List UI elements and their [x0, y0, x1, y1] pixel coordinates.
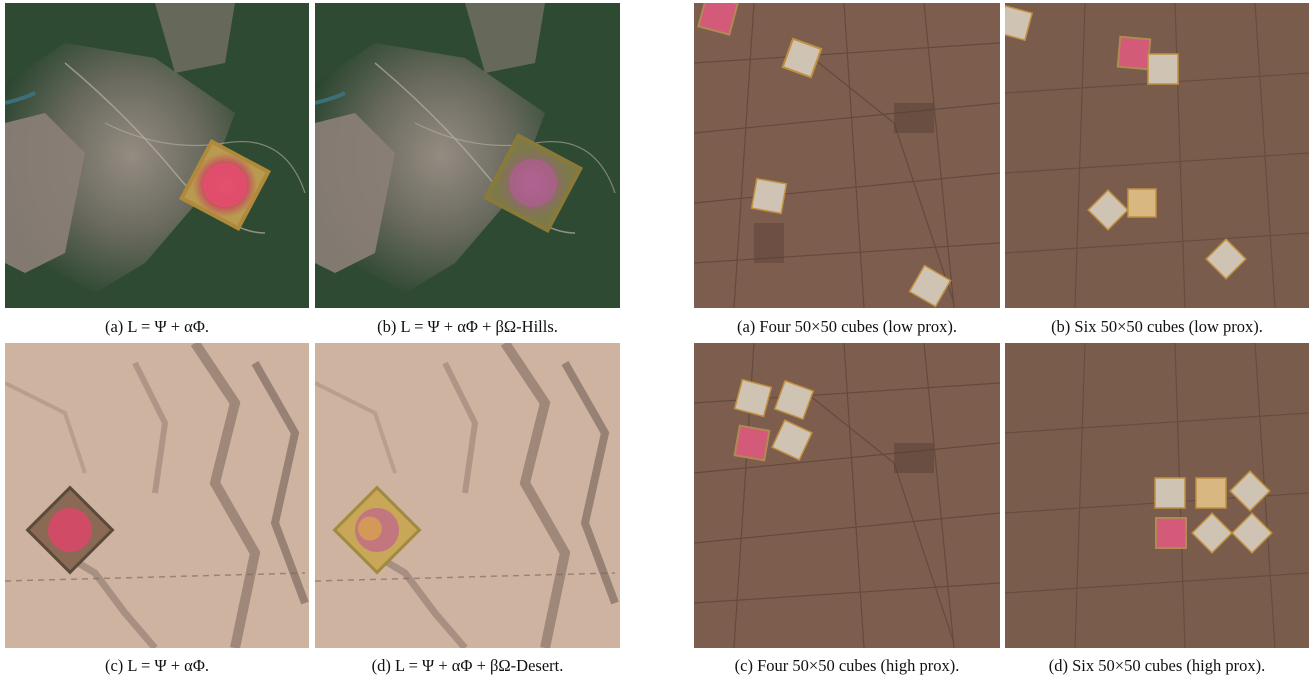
- adversarial-patch: [25, 485, 115, 575]
- adversarial-patch: [332, 485, 422, 575]
- caption-right-c: (c) Four 50×50 cubes (high prox).: [734, 656, 960, 675]
- caption-right-d: (d) Six 50×50 cubes (high prox).: [1048, 656, 1266, 675]
- cube: [750, 177, 788, 215]
- panel-farmland-six-low: [1005, 3, 1309, 308]
- satellite-image-farmland: [1005, 343, 1309, 648]
- cube: [773, 379, 815, 421]
- cube: [1191, 512, 1233, 554]
- panel-desert-d: [315, 343, 620, 648]
- cube: [1154, 477, 1186, 509]
- caption-left-d: (d) L = Ψ + αΦ + βΩ-Desert.: [371, 656, 564, 675]
- panel-farmland-four-high: [694, 343, 1000, 648]
- adversarial-patch: [482, 132, 584, 234]
- satellite-image-farmland: [694, 343, 1000, 648]
- cube: [733, 424, 771, 462]
- panel-farmland-four-low: [694, 3, 1000, 308]
- cube: [1147, 53, 1179, 85]
- panel-hills-a: [5, 3, 309, 308]
- cube: [781, 37, 823, 79]
- adversarial-patch: [179, 139, 271, 231]
- caption-left-b: (b) L = Ψ + αΦ + βΩ-Hills.: [377, 317, 558, 336]
- caption-left-c: (c) L = Ψ + αΦ.: [104, 656, 210, 675]
- cube: [733, 378, 773, 418]
- panel-farmland-six-high: [1005, 343, 1309, 648]
- satellite-image-farmland: [694, 3, 1000, 308]
- cube: [1155, 517, 1187, 549]
- panel-desert-c: [5, 343, 309, 648]
- cube: [1127, 188, 1157, 218]
- panel-hills-b: [315, 3, 620, 308]
- satellite-image-desert: [5, 343, 309, 648]
- caption-left-a: (a) L = Ψ + αΦ.: [104, 317, 210, 336]
- caption-right-a: (a) Four 50×50 cubes (low prox).: [736, 317, 958, 336]
- cube: [697, 3, 739, 36]
- satellite-image-hills: [315, 3, 620, 308]
- cube: [1116, 35, 1152, 71]
- cube: [1005, 4, 1034, 42]
- cube: [1229, 470, 1271, 512]
- satellite-image-hills: [5, 3, 309, 308]
- satellite-image-farmland: [1005, 3, 1309, 308]
- cube: [1205, 238, 1247, 280]
- cube: [1195, 477, 1227, 509]
- cube: [1087, 189, 1129, 231]
- cube: [1231, 512, 1273, 554]
- caption-right-b: (b) Six 50×50 cubes (low prox).: [1051, 317, 1263, 336]
- cube: [771, 419, 813, 461]
- satellite-image-desert: [315, 343, 620, 648]
- cube: [908, 264, 952, 308]
